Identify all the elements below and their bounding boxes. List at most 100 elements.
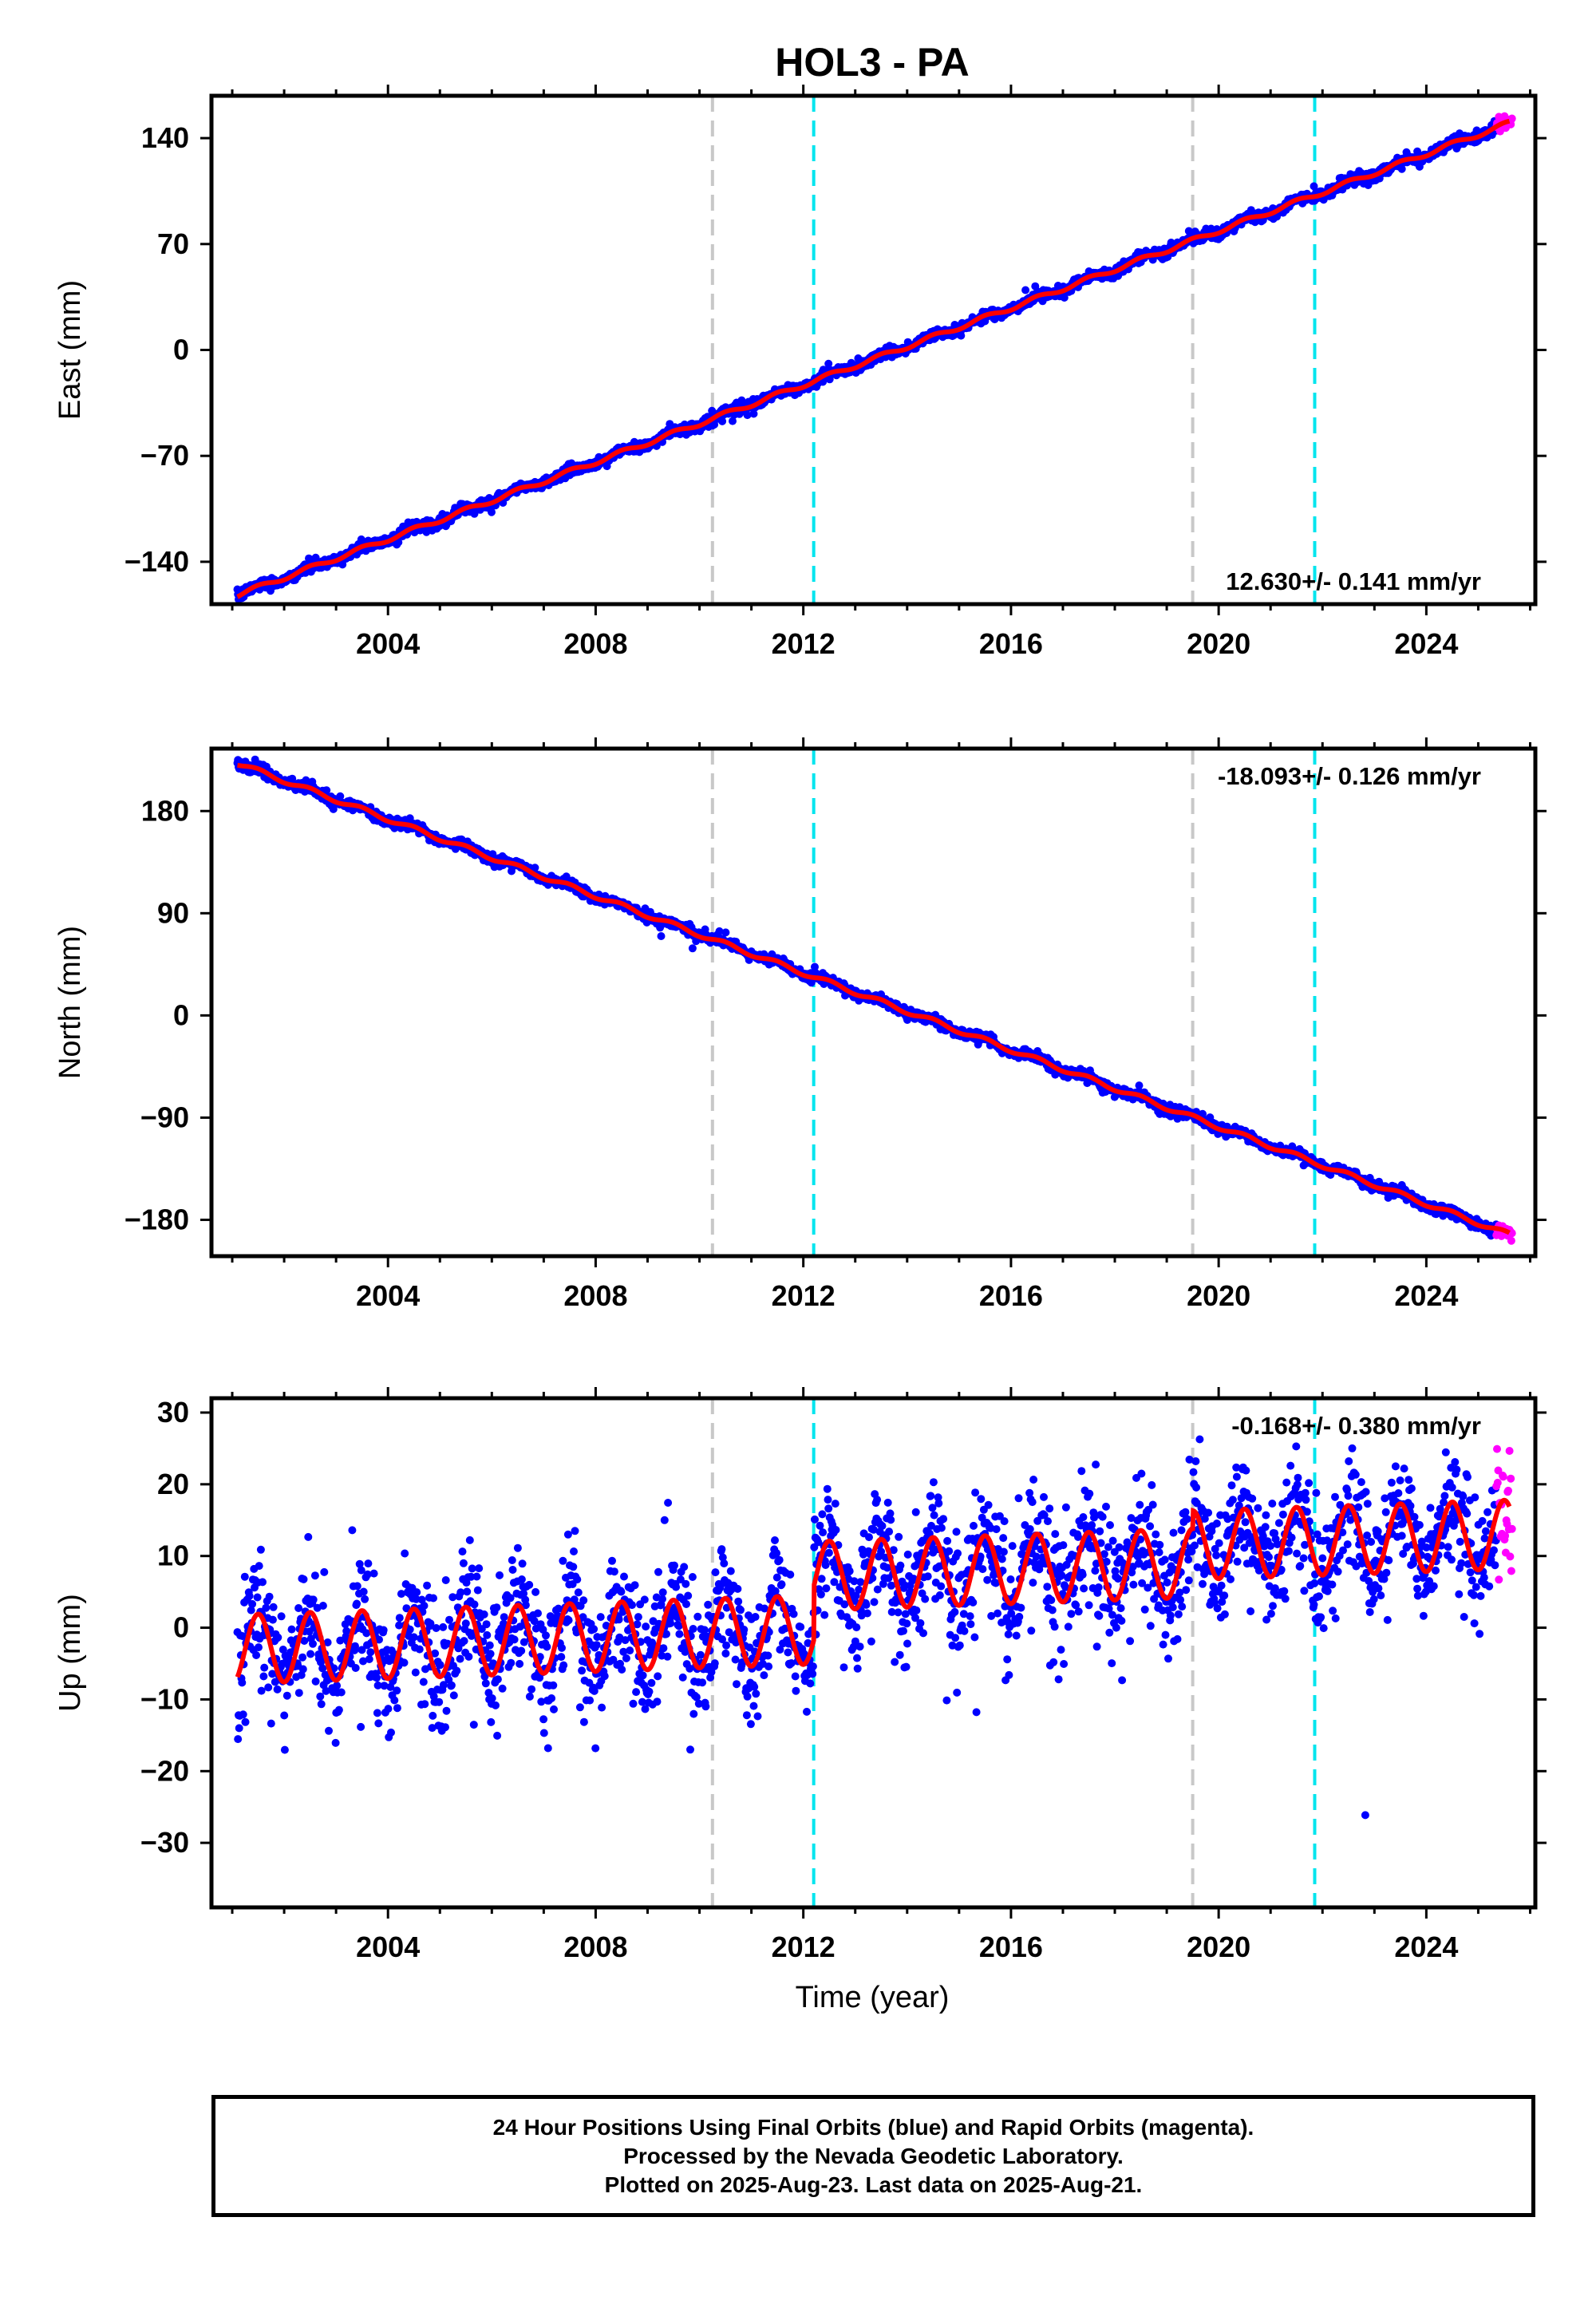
data-point-final-up-124: [304, 1532, 313, 1541]
x-tick-label-north: 2020: [1187, 1279, 1250, 1312]
data-point-final-up-256: [379, 1626, 388, 1634]
data-point-final-up-343: [429, 1594, 437, 1603]
data-point-final-up-216: [357, 1722, 365, 1731]
rate-label-north: -18.093+/- 0.126 mm/yr: [1218, 762, 1481, 790]
data-point-final-up-292: [400, 1658, 409, 1667]
data-point-final-north-742: [657, 932, 666, 940]
data-point-final-up-63: [269, 1603, 278, 1611]
data-point-final-up-360: [439, 1622, 448, 1631]
x-tick-label-north: 2024: [1394, 1279, 1458, 1312]
data-point-final-up-71: [274, 1633, 282, 1642]
data-point-final-up-353: [435, 1697, 444, 1706]
data-point-final-up-41: [256, 1545, 265, 1554]
data-point-final-north-1579: [1135, 1081, 1144, 1090]
data-point-final-up-275: [390, 1696, 399, 1705]
data-point-final-up-191: [342, 1626, 351, 1635]
data-point-final-east-282: [394, 538, 403, 547]
data-point-final-up-46: [259, 1672, 268, 1681]
data-point-final-up-114: [298, 1653, 307, 1662]
data-point-final-up-233: [366, 1648, 375, 1657]
data-point-final-up-47: [260, 1663, 269, 1672]
data-point-final-up-312: [411, 1668, 420, 1677]
rate-label-east: 12.630+/- 0.141 mm/yr: [1226, 567, 1481, 595]
y-tick-label-east: 70: [157, 227, 189, 260]
data-point-final-up-132: [309, 1639, 317, 1648]
y-tick-label-east: 140: [141, 121, 189, 154]
x-tick-label-east: 2024: [1394, 627, 1458, 660]
data-point-final-up-14: [241, 1717, 250, 1726]
data-point-final-up-207: [351, 1664, 360, 1672]
data-point-final-up-223: [361, 1595, 369, 1603]
data-point-final-east-893: [743, 411, 752, 420]
data-point-final-up-1: [234, 1735, 243, 1744]
data-point-final-up-128: [306, 1650, 315, 1658]
data-point-final-up-269: [387, 1728, 395, 1737]
y-tick-label-north: −90: [140, 1101, 189, 1133]
data-point-final-up-309: [409, 1633, 418, 1642]
y-tick-label-north: 180: [141, 794, 189, 827]
data-point-final-north-855: [721, 928, 730, 937]
data-point-final-up-116: [299, 1575, 308, 1583]
chart-title: HOL3 - PA: [775, 40, 970, 85]
data-point-final-up-56: [265, 1592, 274, 1601]
data-point-final-up-44: [259, 1578, 267, 1587]
data-point-final-up-26: [248, 1599, 257, 1608]
x-tick-label-north: 2004: [356, 1279, 420, 1312]
data-point-final-up-50: [262, 1603, 271, 1612]
y-tick-label-east: 0: [173, 334, 189, 366]
data-point-final-up-42: [257, 1686, 266, 1695]
data-point-final-up-327: [420, 1602, 429, 1610]
data-point-final-up-178: [334, 1705, 343, 1714]
data-point-final-up-13: [240, 1572, 249, 1581]
x-tick-label-east: 2012: [772, 627, 836, 660]
data-point-rapid-north-24: [1507, 1236, 1515, 1245]
data-point-final-up-70: [273, 1685, 282, 1694]
x-tick-label-north: 2016: [979, 1279, 1043, 1312]
y-tick-label-north: 0: [173, 998, 189, 1031]
data-point-final-up-35: [253, 1593, 262, 1602]
data-point-final-up-150: [318, 1602, 327, 1610]
data-point-final-up-95: [287, 1625, 296, 1634]
data-point-final-up-133: [309, 1595, 318, 1604]
y-tick-label-north: 90: [157, 896, 189, 929]
data-point-final-up-59: [267, 1719, 275, 1728]
data-point-final-up-54: [264, 1683, 273, 1692]
data-point-final-up-172: [331, 1738, 340, 1747]
x-axis-label: Time (year): [796, 1981, 950, 2014]
y-tick-label-east: −70: [140, 439, 189, 472]
data-point-final-up-348: [432, 1624, 440, 1632]
data-point-final-up-342: [429, 1711, 437, 1720]
data-point-final-up-314: [413, 1588, 421, 1597]
data-point-final-up-152: [320, 1567, 329, 1576]
data-point-final-up-332: [423, 1581, 432, 1590]
data-point-final-up-319: [415, 1645, 424, 1654]
data-point-final-up-247: [374, 1719, 383, 1728]
data-point-final-east-1380: [1021, 286, 1030, 294]
data-point-final-up-137: [311, 1677, 320, 1686]
data-point-final-east-445: [488, 508, 496, 516]
data-point-final-up-264: [384, 1705, 393, 1713]
data-point-final-east-867: [729, 417, 737, 425]
data-point-final-east-184: [338, 560, 347, 569]
data-point-final-up-108: [294, 1689, 303, 1697]
data-point-final-up-8: [238, 1678, 247, 1687]
data-point-final-up-279: [393, 1686, 401, 1695]
data-point-final-up-174: [333, 1682, 342, 1690]
data-point-final-up-136: [310, 1571, 319, 1580]
data-point-final-up-182: [337, 1688, 346, 1697]
data-point-final-up-210: [353, 1582, 361, 1591]
x-tick-label-east: 2020: [1187, 627, 1250, 660]
data-point-final-north-797: [688, 944, 697, 953]
data-point-final-east-849: [718, 417, 727, 425]
data-point-final-up-206: [351, 1642, 359, 1650]
data-point-final-up-221: [359, 1587, 368, 1596]
y-axis-label-north: North (mm): [53, 926, 87, 1079]
data-point-final-up-244: [373, 1674, 381, 1682]
data-point-final-up-245: [373, 1709, 381, 1717]
x-tick-label-east: 2016: [979, 627, 1043, 660]
data-point-final-up-231: [365, 1655, 373, 1663]
x-tick-label-east: 2004: [356, 627, 420, 660]
